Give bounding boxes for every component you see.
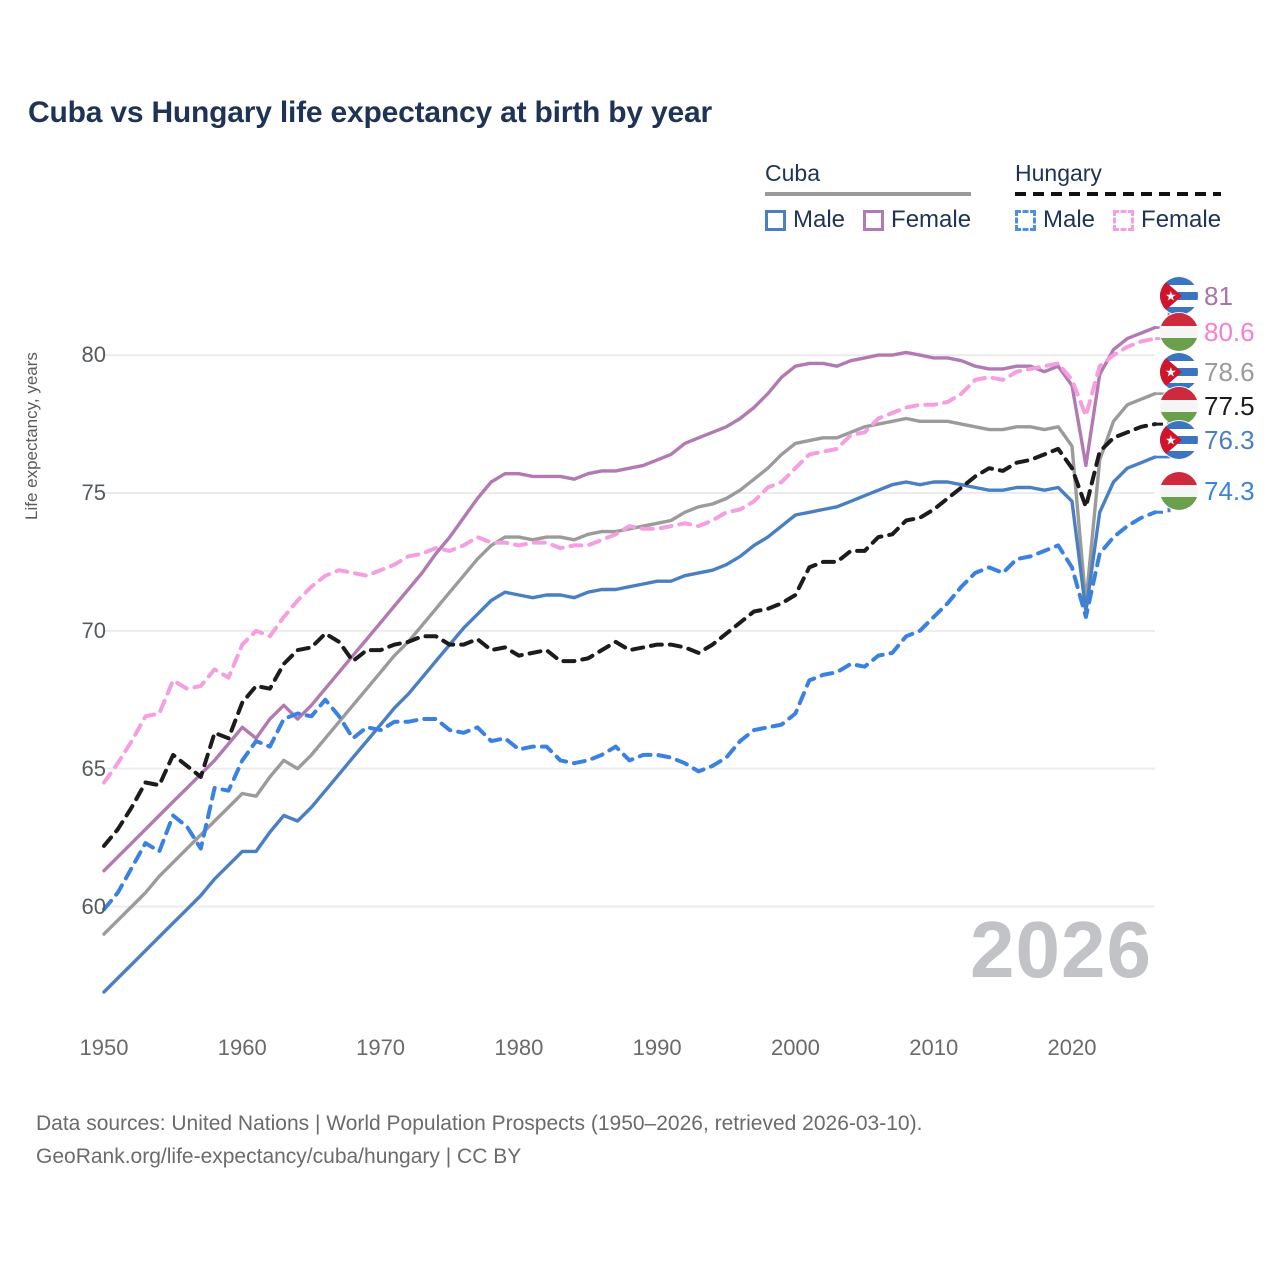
legend-swatch-cuba-female bbox=[863, 209, 885, 231]
legend-label-cuba-female: Female bbox=[891, 206, 972, 233]
x-tick-label: 2010 bbox=[909, 1035, 959, 1060]
end-label-value: 80.6 bbox=[1204, 316, 1255, 347]
end-value-labels: ★ 81 80.6 ★ 78.6 77.5 ★ 76.3 74.3 bbox=[1160, 0, 1280, 1280]
end-label-value: 76.3 bbox=[1204, 424, 1255, 455]
y-tick-label: 60 bbox=[81, 893, 106, 919]
series-line-cuba-total bbox=[102, 392, 1157, 936]
cuba-flag-icon: ★ bbox=[1160, 353, 1198, 391]
end-label-value: 81 bbox=[1204, 280, 1233, 311]
legend-country-cuba: Cuba bbox=[765, 160, 820, 186]
hungary-flag-icon bbox=[1160, 313, 1198, 351]
end-label: 74.3 bbox=[1160, 472, 1255, 510]
series-line-hungary-female bbox=[102, 336, 1157, 785]
end-label: ★ 78.6 bbox=[1160, 353, 1255, 391]
legend-label-hungary-male: Male bbox=[1043, 206, 1096, 233]
end-label-value: 74.3 bbox=[1204, 475, 1255, 506]
end-label: 80.6 bbox=[1160, 313, 1255, 351]
series-line-cuba-male bbox=[102, 455, 1157, 994]
end-label-value: 77.5 bbox=[1204, 390, 1255, 421]
year-watermark: 2026 bbox=[970, 905, 1152, 994]
page-title: Cuba vs Hungary life expectancy at birth… bbox=[28, 96, 712, 129]
y-tick-label: 80 bbox=[81, 342, 106, 368]
legend-swatch-cuba-male bbox=[765, 209, 786, 231]
x-tick-label: 1950 bbox=[79, 1035, 129, 1060]
cuba-flag-icon: ★ bbox=[1160, 277, 1198, 315]
legend-label-cuba-male: Male bbox=[793, 206, 846, 233]
legend-label-hungary-female: Female bbox=[1141, 206, 1222, 233]
hungary-flag-icon bbox=[1160, 387, 1198, 425]
end-label: 77.5 bbox=[1160, 387, 1255, 425]
legend-rule-cuba bbox=[765, 192, 972, 196]
footer-line-2: GeoRank.org/life-expectancy/cuba/hungary… bbox=[36, 1144, 522, 1168]
y-axis-ticks: 60 65 70 75 80 bbox=[38, 0, 106, 1280]
end-label: ★ 81 bbox=[1160, 277, 1233, 315]
y-tick-label: 75 bbox=[81, 479, 106, 505]
end-label: ★ 76.3 bbox=[1160, 421, 1255, 459]
legend-country-hungary: Hungary bbox=[1015, 160, 1102, 186]
legend-group-hungary: Hungary Male Female bbox=[1015, 160, 1222, 234]
legend-item-cuba-male[interactable]: Male bbox=[765, 206, 845, 234]
x-tick-label: 2020 bbox=[1047, 1035, 1097, 1060]
x-tick-label: 1970 bbox=[356, 1035, 406, 1060]
legend-swatch-hungary-female bbox=[1113, 209, 1135, 231]
y-tick-label: 70 bbox=[81, 617, 106, 643]
legend-rule-hungary bbox=[1015, 192, 1222, 196]
series-line-cuba-female bbox=[102, 325, 1157, 873]
legend-item-cuba-female[interactable]: Female bbox=[863, 206, 971, 234]
footer: Data sources: United Nations | World Pop… bbox=[36, 1108, 922, 1173]
y-tick-label: 65 bbox=[81, 755, 106, 781]
hungary-flag-icon bbox=[1160, 472, 1198, 510]
cuba-flag-icon: ★ bbox=[1160, 421, 1198, 459]
x-tick-label: 1960 bbox=[217, 1035, 267, 1060]
x-tick-label: 1980 bbox=[494, 1035, 544, 1060]
series-line-hungary-male bbox=[102, 510, 1157, 912]
legend-swatch-hungary-male bbox=[1015, 209, 1036, 231]
legend: Cuba Male Female Hungary Male bbox=[760, 160, 1260, 240]
series-line-hungary-total bbox=[102, 422, 1157, 848]
x-tick-label: 1990 bbox=[632, 1035, 682, 1060]
end-label-value: 78.6 bbox=[1204, 356, 1255, 387]
legend-group-cuba: Cuba Male Female bbox=[765, 160, 972, 234]
footer-line-1: Data sources: United Nations | World Pop… bbox=[36, 1112, 923, 1135]
legend-item-hungary-male[interactable]: Male bbox=[1015, 206, 1095, 234]
legend-item-hungary-female[interactable]: Female bbox=[1113, 206, 1221, 234]
x-tick-label: 2000 bbox=[770, 1035, 820, 1060]
